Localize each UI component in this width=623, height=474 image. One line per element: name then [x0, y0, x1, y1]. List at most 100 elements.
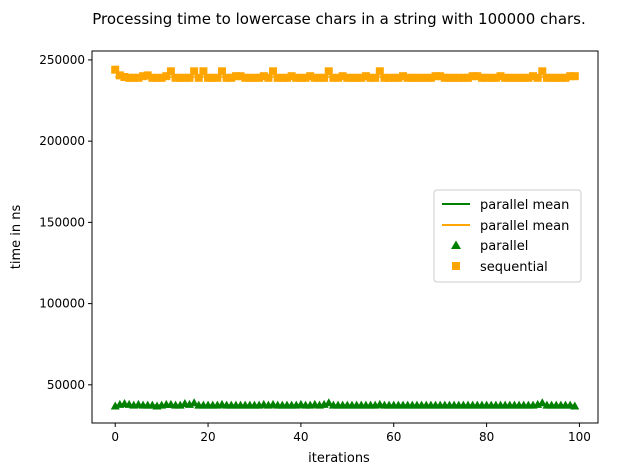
sequential-point — [422, 73, 431, 82]
sequential-point — [231, 72, 240, 81]
sequential-point — [213, 73, 222, 82]
sequential-point — [129, 73, 138, 82]
sequential-point — [357, 73, 366, 82]
x-tick-label: 40 — [293, 430, 308, 444]
sequential-point — [519, 73, 528, 82]
legend-label-parallel-mean-orange: parallel mean — [480, 219, 569, 234]
sequential-point — [320, 73, 329, 82]
x-tick-label: 0 — [111, 430, 119, 444]
sequential-point — [227, 73, 236, 82]
sequential-point — [134, 73, 143, 82]
y-tick-label: 100000 — [39, 297, 85, 311]
sequential-point — [408, 73, 417, 82]
sequential-point — [324, 67, 333, 76]
sequential-point — [570, 72, 579, 81]
sequential-point — [464, 73, 473, 82]
sequential-point — [487, 73, 496, 82]
y-axis-ticks: 50000 100000 150000 200000 250000 — [39, 53, 92, 392]
sequential-point — [176, 73, 185, 82]
sequential-point — [148, 73, 157, 82]
sequential-point — [292, 73, 301, 82]
sequential-point — [552, 73, 561, 82]
data-points — [110, 65, 580, 410]
y-tick-label: 250000 — [39, 53, 85, 67]
x-axis-label: iterations — [308, 451, 370, 466]
sequential-point — [445, 73, 454, 82]
x-axis-ticks: 0 20 40 60 80 100 — [111, 423, 591, 444]
sequential-point — [301, 73, 310, 82]
sequential-point — [361, 72, 370, 81]
sequential-point — [250, 73, 259, 82]
sequential-point — [143, 71, 152, 80]
sequential-point — [366, 73, 375, 82]
sequential-point — [273, 73, 282, 82]
legend-label-sequential: sequential — [480, 260, 548, 275]
y-tick-label: 50000 — [47, 378, 85, 392]
sequential-point — [450, 73, 459, 82]
sequential-point — [199, 67, 208, 76]
sequential-point — [269, 67, 278, 76]
sequential-point — [533, 73, 542, 82]
sequential-point — [334, 73, 343, 82]
sequential-point — [125, 73, 134, 82]
sequential-point — [343, 73, 352, 82]
sequential-point — [171, 73, 180, 82]
legend-square-marker — [452, 262, 460, 270]
sequential-point — [236, 72, 245, 81]
sequential-point — [566, 72, 575, 81]
sequential-point — [157, 73, 166, 82]
sequential-point — [385, 73, 394, 82]
sequential-point — [310, 73, 319, 82]
sequential-point — [120, 72, 129, 81]
sequential-point — [152, 73, 161, 82]
sequential-point — [296, 73, 305, 82]
y-tick-label: 150000 — [39, 215, 85, 229]
sequential-point — [482, 73, 491, 82]
sequential-point — [180, 73, 189, 82]
sequential-point — [510, 73, 519, 82]
sequential-point — [222, 73, 231, 82]
sequential-point — [185, 73, 194, 82]
sequential-point — [306, 72, 315, 81]
parallel-point — [189, 398, 199, 407]
sequential-point — [204, 73, 213, 82]
sequential-point — [440, 73, 449, 82]
sequential-point — [417, 73, 426, 82]
sequential-point — [241, 73, 250, 82]
sequential-point — [426, 73, 435, 82]
sequential-point — [139, 72, 148, 81]
sequential-point — [287, 72, 296, 81]
sequential-point — [542, 73, 551, 82]
sequential-point — [473, 72, 482, 81]
sequential-point — [371, 73, 380, 82]
sequential-point — [111, 65, 120, 74]
sequential-point — [491, 73, 500, 82]
sequential-point — [338, 72, 347, 81]
sequential-point — [524, 73, 533, 82]
sequential-point — [115, 71, 124, 80]
sequential-point — [162, 72, 171, 81]
x-tick-label: 100 — [568, 430, 591, 444]
sequential-point — [389, 73, 398, 82]
sequential-point — [194, 73, 203, 82]
sequential-point — [505, 73, 514, 82]
sequential-point — [380, 73, 389, 82]
sequential-point — [217, 67, 226, 76]
sequential-point — [468, 72, 477, 81]
sequential-point — [477, 73, 486, 82]
sequential-point — [375, 67, 384, 76]
x-tick-label: 60 — [386, 430, 401, 444]
sequential-point — [259, 72, 268, 81]
sequential-point — [501, 73, 510, 82]
sequential-point — [278, 73, 287, 82]
legend-box — [433, 189, 582, 283]
sequential-point — [459, 73, 468, 82]
sequential-point — [347, 73, 356, 82]
sequential-point — [454, 73, 463, 82]
x-tick-label: 80 — [479, 430, 494, 444]
sequential-point — [412, 73, 421, 82]
sequential-point — [190, 67, 199, 76]
sequential-point — [515, 73, 524, 82]
sequential-point — [208, 73, 217, 82]
sequential-point — [264, 73, 273, 82]
